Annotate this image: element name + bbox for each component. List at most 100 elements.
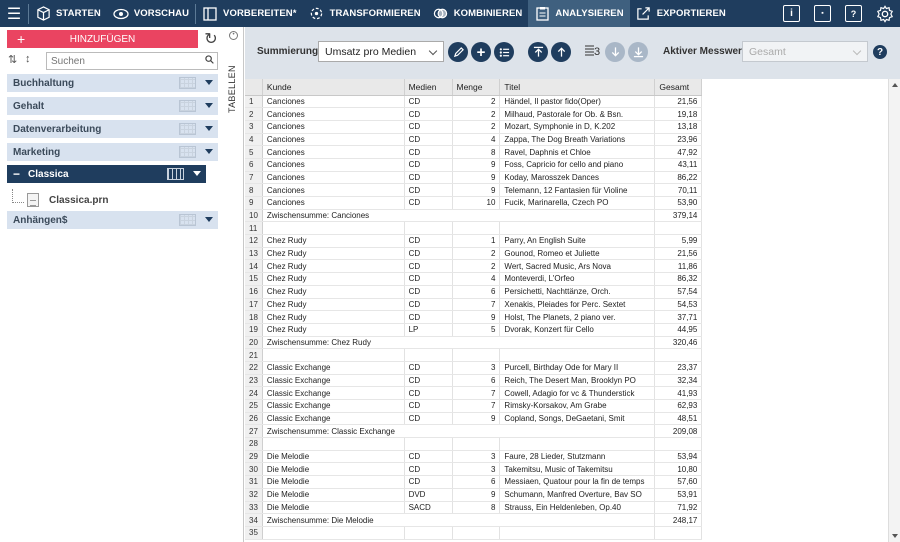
media-cell[interactable]: CD xyxy=(404,386,453,400)
title-cell[interactable]: Koday, Marosszek Dances xyxy=(499,171,656,185)
customer-cell[interactable]: Canciones xyxy=(262,120,405,134)
table-row[interactable]: 7 Canciones CD 9 Koday, Marosszek Dances 86,2… xyxy=(245,171,888,185)
title-cell[interactable]: Schumann, Manfred Overture, Bav SO xyxy=(499,488,656,502)
customer-cell[interactable]: Classic Exchange xyxy=(262,386,405,400)
total-cell[interactable]: 32,34 xyxy=(654,374,703,388)
column-header[interactable]: Medien xyxy=(404,79,453,96)
table-row[interactable]: 33 Die Melodie SACD 8 Strauss, Ein Heldenleb… xyxy=(245,501,888,515)
table-grid-icon[interactable] xyxy=(179,77,196,89)
media-cell[interactable]: CD xyxy=(404,412,453,426)
media-cell[interactable]: CD xyxy=(404,462,453,477)
row-number[interactable]: 19 xyxy=(245,323,263,337)
table-cell[interactable] xyxy=(404,526,453,540)
customer-cell[interactable]: Die Melodie xyxy=(262,450,405,464)
table-cell[interactable] xyxy=(404,221,453,236)
quantity-cell[interactable]: 9 xyxy=(452,412,501,426)
table-cell[interactable] xyxy=(654,526,703,540)
customer-cell[interactable]: Chez Rudy xyxy=(262,310,405,324)
quantity-cell[interactable]: 2 xyxy=(452,259,501,274)
title-cell[interactable]: Strauss, Ein Heldenleben, Op.40 xyxy=(499,501,656,515)
blank-row[interactable]: 28 xyxy=(245,437,888,451)
row-number[interactable]: 20 xyxy=(245,336,263,350)
quantity-cell[interactable]: 9 xyxy=(452,171,501,185)
customer-cell[interactable]: Chez Rudy xyxy=(262,323,405,337)
row-number[interactable]: 22 xyxy=(245,361,263,375)
media-cell[interactable]: CD xyxy=(404,310,453,324)
settings-button[interactable] xyxy=(869,0,900,27)
row-number[interactable]: 27 xyxy=(245,424,263,439)
title-cell[interactable]: Persichetti, Nachttänze, Orch. xyxy=(499,285,656,299)
total-cell[interactable]: 248,17 xyxy=(654,513,703,527)
move-up-button[interactable] xyxy=(551,42,571,62)
table-row[interactable]: 30 Die Melodie CD 3 Takemitsu, Music of Take… xyxy=(245,462,888,477)
table-row[interactable]: 3 Canciones CD 2 Mozart, Symphonie in D, K.2… xyxy=(245,120,888,134)
table-cell[interactable] xyxy=(499,348,656,362)
title-cell[interactable]: Parry, An English Suite xyxy=(499,234,656,248)
table-row[interactable]: 31 Die Melodie CD 6 Messiaen, Quatour pour l… xyxy=(245,475,888,489)
media-cell[interactable]: CD xyxy=(404,120,453,134)
add-button[interactable]: + HINZUFÜGEN xyxy=(7,30,198,48)
table-grid-icon[interactable] xyxy=(179,214,196,226)
media-cell[interactable]: CD xyxy=(404,259,453,274)
table-row[interactable]: 12 Chez Rudy CD 1 Parry, An English Suite 5,9… xyxy=(245,234,888,248)
row-number[interactable]: 29 xyxy=(245,450,263,464)
title-cell[interactable]: Monteverdi, L'Orfeo xyxy=(499,272,656,286)
customer-cell[interactable]: Canciones xyxy=(262,158,405,172)
table-cell[interactable] xyxy=(404,437,453,451)
quantity-cell[interactable]: 7 xyxy=(452,386,501,400)
customer-cell[interactable]: Canciones xyxy=(262,107,405,121)
customer-cell[interactable]: Classic Exchange xyxy=(262,374,405,388)
media-cell[interactable]: CD xyxy=(404,247,453,261)
customer-cell[interactable]: Die Melodie xyxy=(262,501,405,515)
customer-cell[interactable]: Die Melodie xyxy=(262,488,405,502)
table-cell[interactable] xyxy=(262,348,405,362)
total-cell[interactable]: 19,18 xyxy=(654,107,703,121)
row-number[interactable]: 10 xyxy=(245,209,263,223)
row-number[interactable]: 35 xyxy=(245,526,263,540)
quantity-cell[interactable]: 4 xyxy=(452,133,501,147)
total-cell[interactable]: 53,90 xyxy=(654,196,703,210)
quantity-cell[interactable]: 7 xyxy=(452,399,501,413)
row-number[interactable]: 15 xyxy=(245,272,263,286)
row-number[interactable]: 18 xyxy=(245,310,263,324)
table-row[interactable]: 13 Chez Rudy CD 2 Gounod, Romeo et Juliette 2… xyxy=(245,247,888,261)
group-gehalt[interactable]: Gehalt xyxy=(7,97,218,115)
row-number[interactable]: 28 xyxy=(245,437,263,451)
table-row[interactable]: 1 Canciones CD 2 Händel, Il pastor fido(Oper… xyxy=(245,95,888,109)
total-cell[interactable]: 13,18 xyxy=(654,120,703,134)
subtotal-row[interactable]: 20 Zwischensumme: Chez Rudy 320,46 xyxy=(245,336,888,350)
total-cell[interactable]: 11,86 xyxy=(654,259,703,274)
total-cell[interactable]: 43,11 xyxy=(654,158,703,172)
total-cell[interactable]: 37,71 xyxy=(654,310,703,324)
nav-vorschau[interactable]: VORSCHAU xyxy=(107,0,195,27)
group-buchhaltung[interactable]: Buchhaltung xyxy=(7,74,218,92)
total-cell[interactable]: 41,93 xyxy=(654,386,703,400)
row-number[interactable]: 1 xyxy=(245,95,263,109)
title-cell[interactable]: Foss, Capricio for cello and piano xyxy=(499,158,656,172)
total-cell[interactable]: 54,53 xyxy=(654,298,703,312)
nav-exportieren[interactable]: EXPORTIEREN xyxy=(630,0,732,27)
column-header[interactable]: Titel xyxy=(499,79,656,96)
table-grid-icon[interactable] xyxy=(179,146,196,158)
quantity-cell[interactable]: 3 xyxy=(452,450,501,464)
media-cell[interactable]: CD xyxy=(404,234,453,248)
table-row[interactable]: 29 Die Melodie CD 3 Faure, 28 Lieder, Stutzm… xyxy=(245,450,888,464)
customer-cell[interactable]: Chez Rudy xyxy=(262,234,405,248)
table-cell[interactable] xyxy=(262,526,405,540)
table-row[interactable]: 22 Classic Exchange CD 3 Purcell, Birthday O… xyxy=(245,361,888,375)
nav-transformieren[interactable]: TRANSFORMIEREN xyxy=(303,0,427,27)
row-number[interactable]: 2 xyxy=(245,107,263,121)
title-cell[interactable]: Reich, The Desert Man, Brooklyn PO xyxy=(499,374,656,388)
vertical-scrollbar[interactable] xyxy=(888,79,900,542)
table-row[interactable]: 6 Canciones CD 9 Foss, Capricio for cello an… xyxy=(245,158,888,172)
column-header[interactable]: Menge xyxy=(452,79,501,96)
table-row[interactable]: 15 Chez Rudy CD 4 Monteverdi, L'Orfeo 86,32 xyxy=(245,272,888,286)
media-cell[interactable]: CD xyxy=(404,196,453,210)
column-header[interactable]: Kunde xyxy=(262,79,405,96)
row-number[interactable]: 9 xyxy=(245,196,263,210)
media-cell[interactable]: CD xyxy=(404,145,453,159)
chevron-down-icon[interactable] xyxy=(205,126,213,131)
quantity-cell[interactable]: 9 xyxy=(452,488,501,502)
media-cell[interactable]: CD xyxy=(404,285,453,299)
total-cell[interactable]: 86,32 xyxy=(654,272,703,286)
